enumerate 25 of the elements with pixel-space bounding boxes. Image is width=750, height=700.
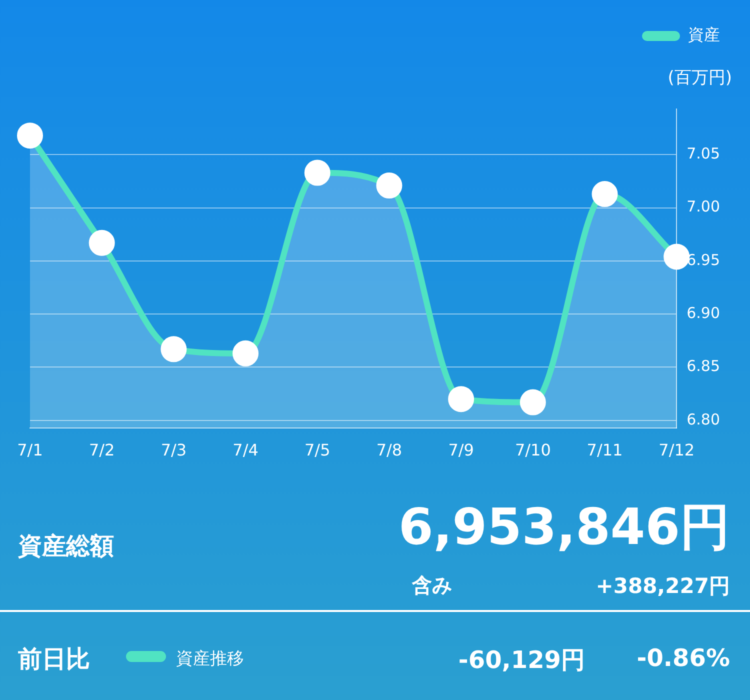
x-tick-label: 7/2	[88, 440, 115, 460]
y-tick-label: 7.05	[686, 144, 720, 163]
y-tick-label: 6.80	[686, 410, 720, 428]
x-tick-label: 7/1	[17, 440, 43, 460]
x-tick-label: 7/9	[448, 440, 474, 460]
text: 前日比	[18, 644, 90, 675]
y-tick-label: 6.90	[686, 304, 720, 322]
x-tick-label: 7/10	[514, 440, 551, 460]
text: -60,129円	[458, 645, 585, 676]
text: 含み	[412, 572, 452, 599]
y-tick-label: 7.00	[686, 198, 720, 216]
text: 資産総額	[18, 531, 114, 562]
x-tick-label: 7/11	[586, 440, 623, 460]
x-tick-label: 7/4	[232, 440, 258, 460]
text: +388,227円	[596, 573, 730, 600]
x-tick-label: 7/12	[658, 440, 695, 460]
x-tick-label: 7/5	[304, 440, 330, 460]
x-tick-label: 7/8	[376, 440, 402, 460]
text: -0.86%	[636, 644, 730, 672]
x-tick-label: 7/3	[160, 440, 187, 460]
text: 6,953,846円	[398, 497, 730, 558]
legend-label: 資産	[688, 25, 720, 44]
y-axis-title: (百万円)	[668, 67, 732, 89]
y-tick-label: 6.85	[686, 357, 720, 376]
text: 資産推移	[176, 648, 244, 670]
